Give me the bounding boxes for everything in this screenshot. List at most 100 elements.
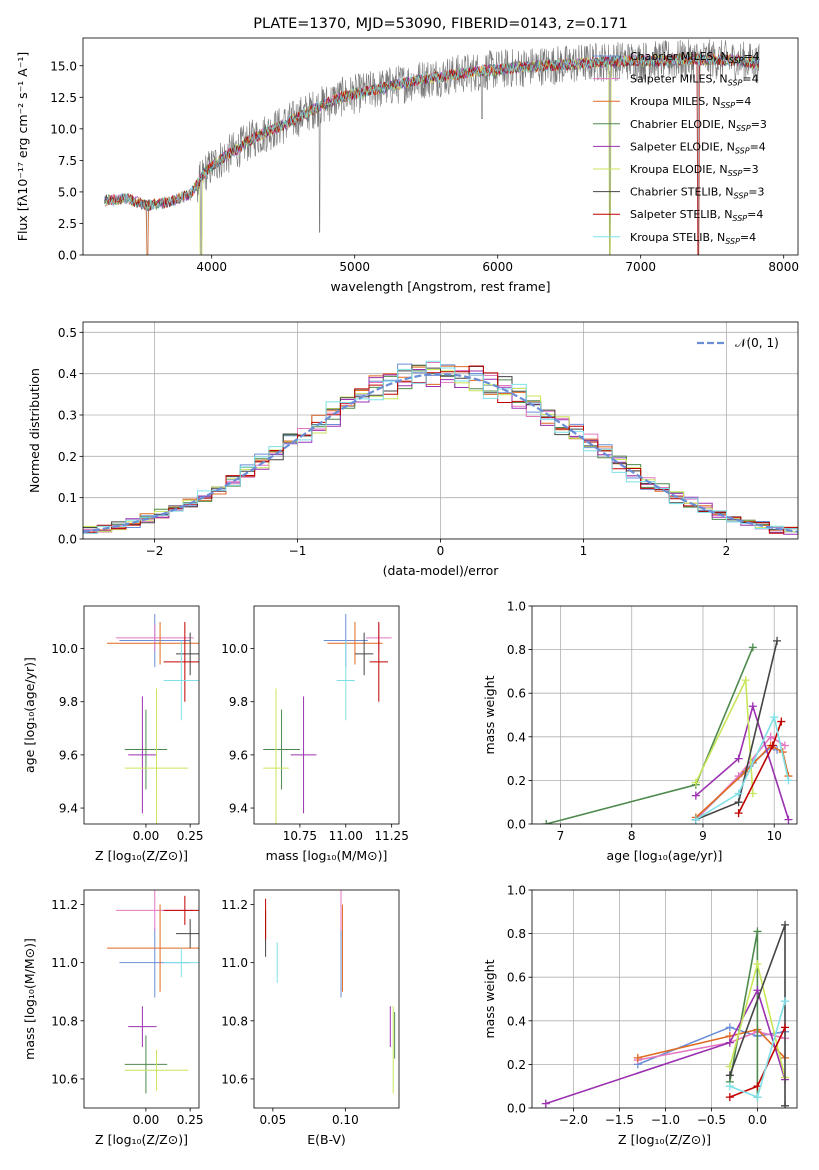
- y-tick-label: 9.4: [229, 802, 248, 816]
- weight-marker-kroupa_stelib: [753, 1093, 762, 1102]
- weight-marker-chabrier_stelib: [781, 920, 790, 929]
- y-tick-label: 0.3: [58, 409, 77, 423]
- weight-marker-kroupa_miles: [633, 1053, 642, 1062]
- y-tick-label: 9.8: [59, 695, 78, 709]
- weight-marker-salpeter_elodie: [725, 1038, 734, 1047]
- y-tick-label: 2.5: [58, 217, 77, 231]
- weight-marker-salpeter_stelib: [734, 809, 743, 818]
- panel-6: [250, 904, 346, 1112]
- x-tick-label: 1: [580, 544, 588, 558]
- x-tick-label: 5000: [339, 260, 370, 274]
- plot-area-5: [107, 890, 199, 1094]
- weight-line-chabrier_elodie: [545, 647, 754, 824]
- legend-entry: Salpeter STELIB, NSSP=4: [630, 208, 763, 223]
- x-tick-label: 11.25: [374, 829, 408, 843]
- y-tick-label: 0.0: [507, 1102, 526, 1116]
- weight-marker-salpeter_stelib: [781, 1023, 790, 1032]
- weight-marker-salpeter_stelib: [768, 741, 777, 750]
- axes-frame: [531, 605, 798, 825]
- y-tick-label: 12.5: [50, 91, 77, 105]
- axes-frame: [82, 321, 799, 540]
- x-axis-label: Z [log₁₀(Z/Z⊙)]: [95, 848, 188, 863]
- weight-marker-salpeter_elodie: [753, 986, 762, 995]
- weight-marker-kroupa_stelib: [781, 997, 790, 1006]
- y-axis-label: age [log₁₀(age/yr)]: [22, 657, 37, 773]
- model-spectrum-chabrier_stelib: [104, 53, 760, 211]
- y-axis-label: mass [log₁₀(M/M⊙)]: [22, 938, 37, 1060]
- x-tick-label: 0.00: [133, 1113, 160, 1127]
- legend-entry: Chabrier ELODIE, NSSP=3: [630, 118, 767, 133]
- axes-frame: [82, 37, 799, 256]
- y-axis-label: Flux [fλ10⁻¹⁷ erg cm⁻² s⁻¹ A⁻¹]: [15, 52, 30, 241]
- y-tick-label: 10.0: [221, 642, 248, 656]
- x-tick-label: −0.5: [697, 1113, 726, 1127]
- x-axis-label: Z [log₁₀(Z/Z⊙)]: [618, 1132, 711, 1147]
- axes-frame: [83, 605, 200, 825]
- y-tick-label: 0.4: [507, 730, 526, 744]
- x-tick-label: 11.00: [329, 829, 363, 843]
- x-tick-label: −2: [146, 544, 164, 558]
- y-tick-label: 11.2: [221, 898, 248, 912]
- x-tick-label: −1: [289, 544, 307, 558]
- x-tick-label: 9: [699, 829, 707, 843]
- y-tick-label: 11.0: [51, 956, 78, 970]
- weight-marker-chabrier_miles: [725, 1023, 734, 1032]
- x-axis-label: Z [log₁₀(Z/Z⊙)]: [95, 1132, 188, 1147]
- y-axis-label: mass weight: [482, 675, 497, 754]
- panel-3: [250, 648, 393, 828]
- y-tick-label: 0.4: [58, 367, 77, 381]
- x-tick-label: 2: [723, 544, 731, 558]
- plot-area-0: [104, 39, 760, 255]
- legend-entry: Salpeter MILES, NSSP=4: [630, 73, 759, 88]
- weight-line-chabrier_stelib: [695, 640, 778, 821]
- weight-marker-chabrier_stelib: [781, 1101, 790, 1108]
- weight-marker-salpeter_elodie: [748, 702, 757, 711]
- weight-marker-kroupa_elodie: [691, 778, 700, 787]
- plot-area-4: [532, 606, 797, 824]
- weight-marker-salpeter_elodie: [691, 791, 700, 800]
- x-tick-label: −1.0: [651, 1113, 680, 1127]
- y-tick-label: 0.0: [58, 249, 77, 263]
- legend-entry: Chabrier STELIB, NSSP=3: [630, 186, 764, 201]
- x-tick-label: 0.00: [133, 829, 160, 843]
- y-tick-label: 0.8: [507, 643, 526, 657]
- y-tick-label: 7.5: [58, 154, 77, 168]
- y-axis-label: Normed distribution: [27, 368, 42, 493]
- x-tick-label: 0: [437, 544, 445, 558]
- panel-0: [79, 65, 785, 259]
- legend-entry: Kroupa ELODIE, NSSP=3: [630, 163, 759, 178]
- panel-5: [80, 904, 191, 1112]
- weight-marker-kroupa_stelib: [734, 789, 743, 798]
- legend-entry: 𝒩(0, 1): [735, 336, 779, 350]
- y-tick-label: 9.6: [59, 748, 78, 762]
- weight-marker-chabrier_elodie: [753, 927, 762, 936]
- x-axis-label: (data-model)/error: [383, 563, 500, 578]
- model-spectrum-kroupa_stelib: [105, 53, 759, 211]
- x-axis-label: mass [log₁₀(M/M⊙)]: [266, 848, 388, 863]
- weight-line-kroupa_miles: [637, 1028, 786, 1059]
- y-tick-label: 0.2: [507, 774, 526, 788]
- weight-marker-salpeter_stelib: [777, 717, 786, 726]
- plot-area-7: [532, 890, 797, 1108]
- plot-area-6: [265, 890, 396, 1094]
- y-tick-label: 0.6: [507, 687, 526, 701]
- plot-area-1: [83, 322, 798, 539]
- y-tick-label: 10.0: [50, 122, 77, 136]
- histogram-salpeter_elodie: [83, 369, 798, 535]
- weight-marker-salpeter_elodie: [734, 754, 743, 763]
- y-axis-label: mass weight: [482, 959, 497, 1038]
- weight-marker-salpeter_elodie: [541, 1099, 550, 1108]
- weight-line-kroupa_stelib: [695, 714, 790, 821]
- y-tick-label: 0.8: [507, 927, 526, 941]
- y-tick-label: 9.6: [229, 748, 248, 762]
- y-tick-label: 10.8: [221, 1014, 248, 1028]
- plot-area-3: [263, 613, 392, 824]
- x-tick-label: 8: [628, 829, 636, 843]
- x-tick-label: 8000: [768, 260, 799, 274]
- x-tick-label: 0.10: [332, 1113, 359, 1127]
- x-tick-label: 0.05: [259, 1113, 286, 1127]
- y-tick-label: 9.8: [229, 695, 248, 709]
- y-tick-label: 0.2: [58, 450, 77, 464]
- y-tick-label: 0.0: [58, 533, 77, 547]
- x-tick-label: 0.25: [177, 1113, 204, 1127]
